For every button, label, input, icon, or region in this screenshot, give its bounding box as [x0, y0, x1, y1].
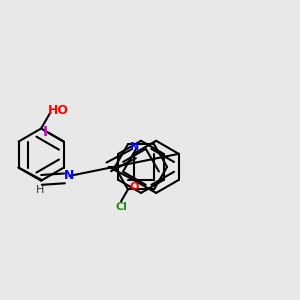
Text: Cl: Cl	[115, 202, 127, 212]
Text: H: H	[36, 185, 44, 195]
Text: O: O	[130, 182, 139, 192]
Text: N: N	[64, 169, 75, 182]
Text: I: I	[43, 124, 48, 139]
Text: HO: HO	[47, 103, 68, 117]
Text: N: N	[130, 142, 139, 152]
